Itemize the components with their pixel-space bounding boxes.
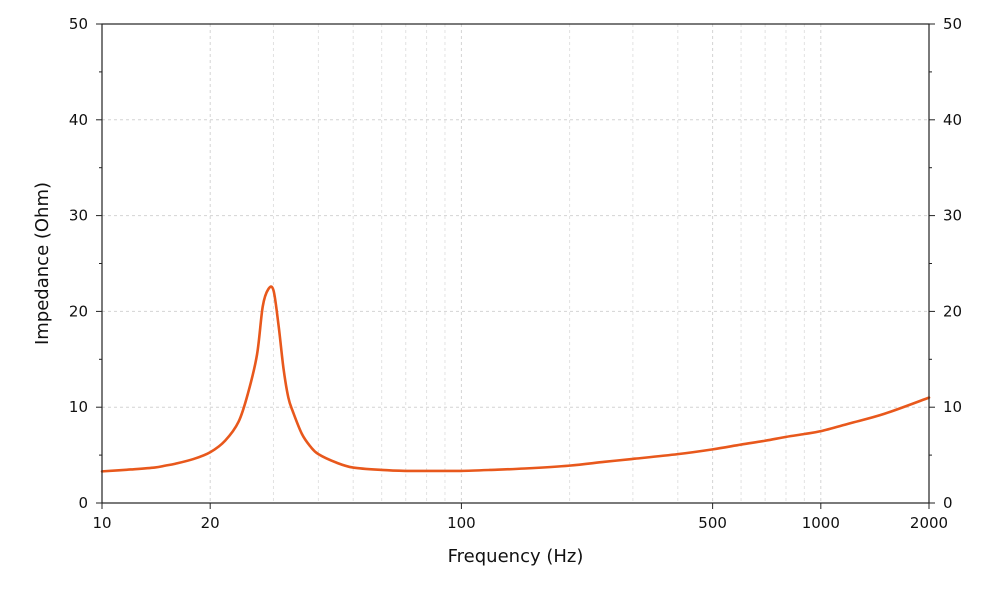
y-tick-label-right: 20 (943, 302, 962, 320)
plot-frame (101, 23, 930, 504)
y-tick-label-left: 0 (78, 494, 88, 512)
y-axis-label: Impedance (Ohm) (32, 182, 53, 345)
y-tick-label-right: 50 (943, 15, 962, 33)
y-tick-label-left: 20 (69, 302, 88, 320)
y-tick-label-left: 10 (69, 398, 88, 416)
x-tick-label: 500 (698, 514, 727, 532)
y-tick-label-left: 50 (69, 15, 88, 33)
y-tick-label-left: 40 (69, 111, 88, 129)
impedance-series-line (100, 285, 931, 473)
x-tick-label: 100 (447, 514, 476, 532)
x-axis-label: Frequency (Hz) (448, 546, 584, 567)
x-tick-label: 10 (92, 514, 111, 532)
y-tick-label-right: 10 (943, 398, 962, 416)
y-tick-label-right: 0 (943, 494, 953, 512)
y-tick-label-right: 40 (943, 111, 962, 129)
x-tick-label: 1000 (802, 514, 840, 532)
y-tick-label-right: 30 (943, 207, 962, 225)
x-tick-label: 2000 (910, 514, 948, 532)
grid-layer (102, 24, 929, 503)
y-tick-label-left: 30 (69, 207, 88, 225)
x-tick-label: 20 (201, 514, 220, 532)
tick-layer (96, 23, 935, 509)
